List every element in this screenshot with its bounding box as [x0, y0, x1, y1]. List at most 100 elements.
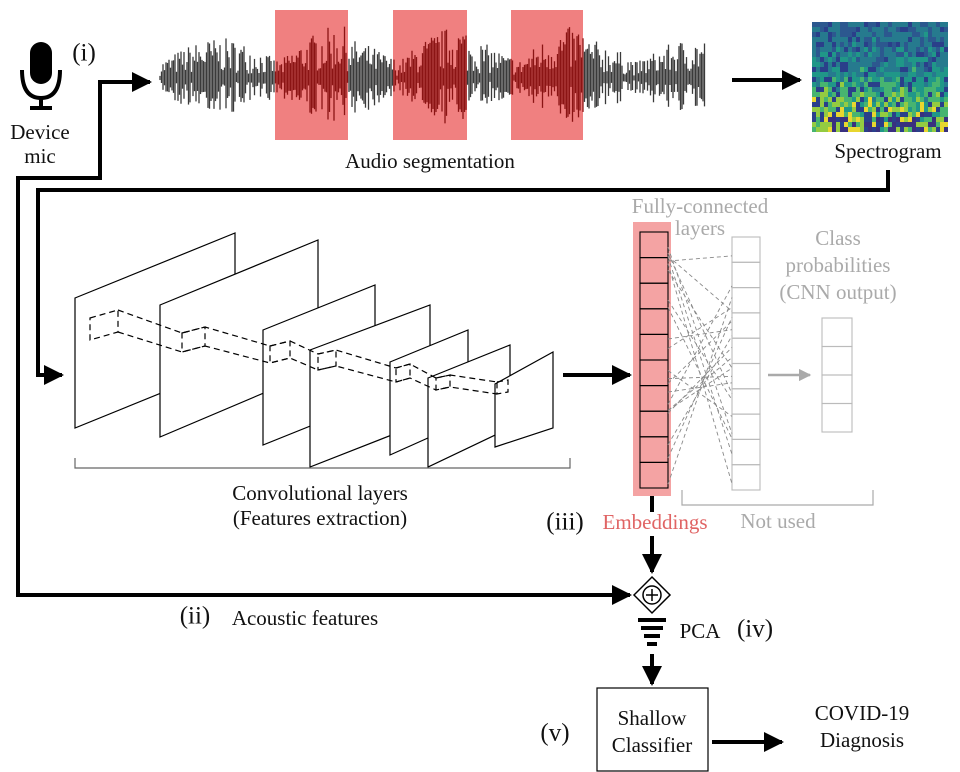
spec-cell [928, 47, 932, 52]
spec-cell [912, 102, 916, 107]
spec-cell [880, 57, 884, 62]
spec-cell [820, 102, 824, 107]
spec-cell [872, 122, 876, 127]
spec-cell [860, 122, 864, 127]
spec-cell [916, 87, 920, 92]
spec-cell [928, 22, 932, 27]
spec-cell [904, 122, 908, 127]
spec-cell [868, 127, 872, 132]
spec-cell [824, 72, 828, 77]
spec-cell [924, 27, 928, 32]
conv-planes [74, 232, 554, 468]
spec-cell [884, 112, 888, 117]
spec-cell [912, 97, 916, 102]
spec-cell [940, 97, 944, 102]
spec-cell [908, 107, 912, 112]
spec-cell [828, 122, 832, 127]
spec-cell [812, 72, 816, 77]
spec-cell [868, 72, 872, 77]
spec-cell [856, 52, 860, 57]
spec-cell [924, 57, 928, 62]
spec-cell [832, 27, 836, 32]
spec-cell [828, 62, 832, 67]
spec-cell [932, 52, 936, 57]
spec-cell [908, 57, 912, 62]
not-used-label: Not used [740, 509, 816, 533]
spec-cell [900, 22, 904, 27]
spec-cell [824, 107, 828, 112]
spec-cell [852, 57, 856, 62]
spec-cell [936, 27, 940, 32]
spec-cell [924, 122, 928, 127]
spec-cell [936, 32, 940, 37]
spec-cell [812, 22, 816, 27]
spec-cell [888, 32, 892, 37]
cell [731, 287, 761, 314]
spec-cell [936, 102, 940, 107]
spec-cell [916, 112, 920, 117]
spec-cell [912, 127, 916, 132]
spec-cell [908, 32, 912, 37]
spec-cell [904, 32, 908, 37]
spec-cell [832, 67, 836, 72]
spec-cell [816, 67, 820, 72]
cell [731, 438, 761, 466]
mic-label: mic [24, 144, 56, 168]
fc-connection [667, 255, 733, 262]
spec-cell [920, 92, 924, 97]
spec-cell [848, 42, 852, 47]
spec-cell [836, 27, 840, 32]
spec-cell [888, 77, 892, 82]
spec-cell [832, 107, 836, 112]
connectors [16, 72, 890, 752]
spec-cell [916, 47, 920, 52]
spec-cell [928, 82, 932, 87]
spec-cell [844, 37, 848, 42]
spec-cell [884, 22, 888, 27]
spec-cell [896, 77, 900, 82]
spec-cell [856, 82, 860, 87]
spec-cell [884, 52, 888, 57]
cell [731, 312, 761, 339]
spec-cell [896, 107, 900, 112]
spec-cell [852, 127, 856, 132]
spec-cell [812, 32, 816, 37]
spec-cell [892, 127, 896, 132]
spec-cell [884, 122, 888, 127]
spec-cell [940, 47, 944, 52]
spec-cell [920, 57, 924, 62]
spec-cell [928, 37, 932, 42]
spec-cell [836, 47, 840, 52]
spec-cell [856, 77, 860, 82]
spec-cell [864, 52, 868, 57]
spec-cell [812, 82, 816, 87]
spec-cell [820, 97, 824, 102]
spec-cell [828, 67, 832, 72]
spec-cell [816, 92, 820, 97]
spec-cell [924, 87, 928, 92]
spec-cell [872, 22, 876, 27]
spec-cell [812, 107, 816, 112]
spec-cell [900, 47, 904, 52]
spec-cell [872, 87, 876, 92]
spec-cell [868, 37, 872, 42]
spec-cell [848, 112, 852, 117]
fc-connection [667, 285, 733, 405]
spec-cell [820, 62, 824, 67]
classifier-marker: (v) [540, 720, 569, 747]
spec-cell [892, 42, 896, 47]
fc-connection [667, 357, 733, 411]
spec-cell [920, 42, 924, 47]
spec-cell [828, 87, 832, 92]
spec-cell [820, 107, 824, 112]
spec-cell [832, 52, 836, 57]
spec-cell [916, 42, 920, 47]
spec-cell [840, 92, 844, 97]
spec-cell [924, 102, 928, 107]
spec-cell [880, 67, 884, 72]
bracket [74, 458, 571, 469]
spec-cell [848, 102, 852, 107]
spec-cell [876, 37, 880, 42]
spec-cell [944, 72, 948, 77]
spec-cell [816, 27, 820, 32]
